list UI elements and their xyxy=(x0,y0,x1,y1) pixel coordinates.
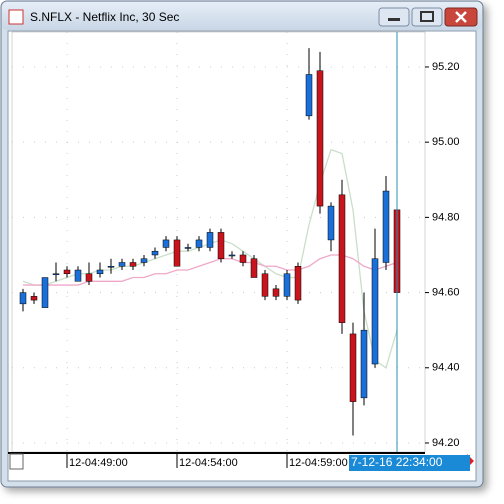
candle-body xyxy=(19,292,27,305)
candle-body xyxy=(41,277,49,308)
candle-body xyxy=(74,269,82,282)
minimize-button[interactable] xyxy=(378,7,410,27)
candle-body xyxy=(217,232,225,259)
close-icon xyxy=(455,11,467,23)
x-tick-label: 12-04:59:00 xyxy=(289,457,348,469)
window-title: S.NFLX - Netflix Inc, 30 Sec xyxy=(30,10,179,24)
cursor-label-bg xyxy=(349,455,470,471)
candle-body xyxy=(239,254,247,263)
maximize-icon xyxy=(420,11,434,22)
candle-body xyxy=(382,190,390,263)
maximize-button[interactable] xyxy=(411,7,443,27)
candle-body xyxy=(96,269,104,275)
moving-average-line xyxy=(23,254,398,286)
candle-body xyxy=(283,273,291,297)
candle-body xyxy=(30,296,38,301)
minimize-icon xyxy=(388,18,400,21)
candle-body xyxy=(338,194,346,323)
candle-body xyxy=(151,250,159,256)
y-tick-label: 94.60 xyxy=(432,286,460,298)
y-tick-label: 94.40 xyxy=(432,362,460,374)
x-tick-label: 12-04:54:00 xyxy=(179,457,238,469)
y-tick-label: 95.00 xyxy=(432,136,460,148)
candle-body xyxy=(261,273,269,297)
candle-body xyxy=(107,266,115,268)
candle-body xyxy=(316,70,324,207)
app-icon xyxy=(8,9,24,25)
candle-body xyxy=(52,273,60,276)
candle-body xyxy=(206,232,214,248)
candle-body xyxy=(85,273,93,282)
candle-body xyxy=(228,254,236,257)
x-tick-label: 12-04:49:00 xyxy=(69,457,128,469)
candle-body xyxy=(305,74,313,117)
candle-body xyxy=(162,239,170,248)
y-tick-label: 94.80 xyxy=(432,211,460,223)
candle-body xyxy=(184,247,192,249)
candle-body xyxy=(349,333,357,402)
y-tick-label: 94.20 xyxy=(432,437,460,449)
candle-body xyxy=(250,258,258,278)
scroll-box[interactable] xyxy=(9,453,24,470)
candle-body xyxy=(63,269,71,275)
title-bar xyxy=(2,2,482,30)
cursor-label: 7-12-16 22:34:00 xyxy=(351,455,443,469)
candle-body xyxy=(371,258,379,365)
candle-body xyxy=(118,262,126,267)
candle-body xyxy=(173,239,181,267)
candle-body xyxy=(129,262,137,267)
candle-body xyxy=(272,288,280,297)
candle-body xyxy=(195,239,203,248)
candle-body xyxy=(327,205,335,241)
candle-body xyxy=(140,258,148,263)
candle-body xyxy=(360,329,368,399)
y-tick-label: 95.20 xyxy=(432,61,460,73)
candle-body xyxy=(294,266,302,301)
